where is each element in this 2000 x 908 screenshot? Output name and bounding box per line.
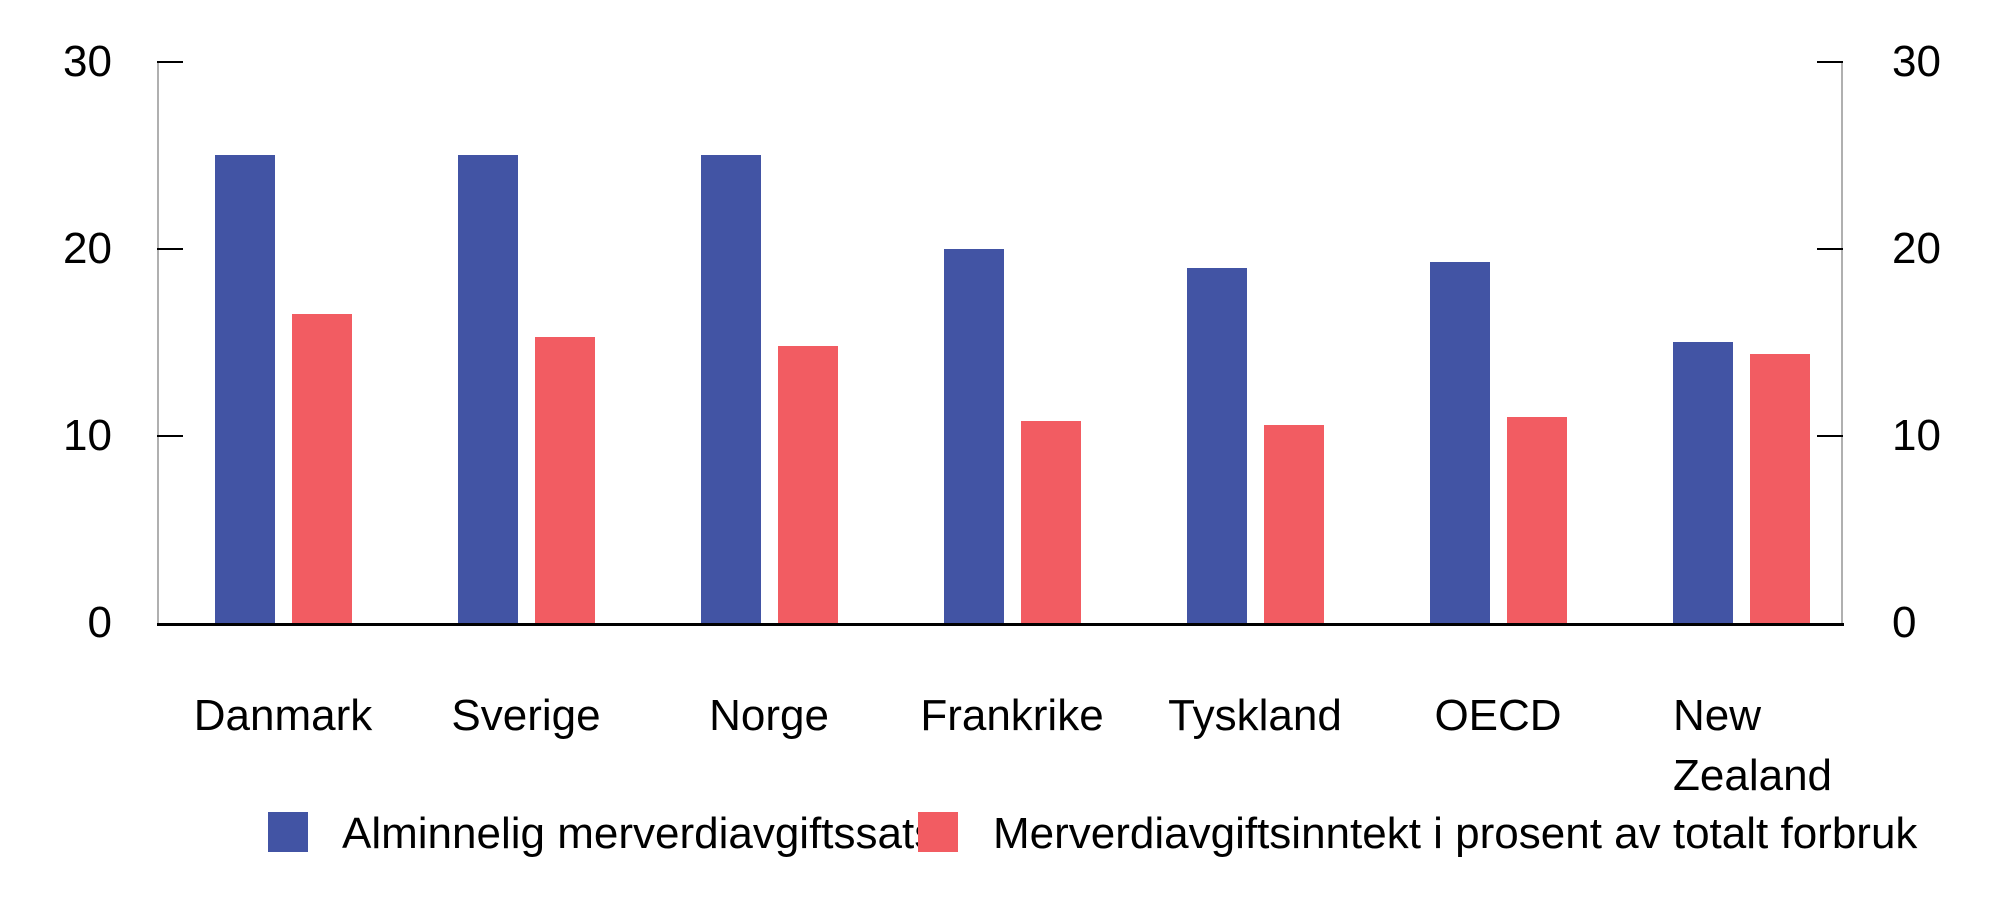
y-tick-right-20 bbox=[1817, 248, 1843, 250]
y-label-right-0: 0 bbox=[1892, 598, 1917, 647]
bar-danmark-inntekt bbox=[292, 314, 352, 623]
y-label-right-30: 30 bbox=[1892, 37, 1941, 86]
category-label-sverige: Sverige bbox=[451, 691, 601, 740]
bar-oecd-inntekt bbox=[1507, 417, 1567, 623]
category-label-norge: Norge bbox=[709, 691, 829, 740]
bar-frankrike-sats bbox=[944, 249, 1004, 623]
y-label-left-0: 0 bbox=[87, 598, 112, 647]
right-y-axis-line bbox=[1841, 62, 1843, 625]
category-label-new-zealand: New Zealand bbox=[1673, 691, 1833, 800]
y-tick-right-30 bbox=[1817, 61, 1843, 63]
bar-new-zealand-inntekt bbox=[1750, 354, 1810, 623]
category-label-danmark: Danmark bbox=[193, 691, 373, 740]
legend-swatch-inntekt bbox=[918, 812, 958, 852]
left-y-axis-line bbox=[157, 62, 159, 625]
category-label-tyskland: Tyskland bbox=[1168, 691, 1342, 740]
bar-sverige-inntekt bbox=[535, 337, 595, 623]
y-tick-left-30 bbox=[157, 61, 183, 63]
bar-sverige-sats bbox=[458, 155, 518, 623]
bar-tyskland-inntekt bbox=[1264, 425, 1324, 623]
bar-tyskland-sats bbox=[1187, 268, 1247, 623]
y-label-left-30: 30 bbox=[63, 37, 112, 86]
y-tick-right-10 bbox=[1817, 435, 1843, 437]
bar-new-zealand-sats bbox=[1673, 342, 1733, 623]
bar-norge-inntekt bbox=[778, 346, 838, 623]
legend-label-inntekt: Merverdiavgiftsinntekt i prosent av tota… bbox=[993, 809, 1918, 858]
y-label-left-20: 20 bbox=[63, 224, 112, 273]
y-label-right-20: 20 bbox=[1892, 224, 1941, 273]
bar-danmark-sats bbox=[215, 155, 275, 623]
bar-frankrike-inntekt bbox=[1021, 421, 1081, 623]
category-label-oecd: OECD bbox=[1434, 691, 1562, 740]
x-axis-baseline bbox=[157, 623, 1844, 626]
bar-oecd-sats bbox=[1430, 262, 1490, 623]
y-label-left-10: 10 bbox=[63, 411, 112, 460]
legend-label-sats: Alminnelig merverdiavgiftssats bbox=[342, 809, 937, 858]
y-tick-left-20 bbox=[157, 248, 183, 250]
legend-swatch-sats bbox=[268, 812, 308, 852]
y-tick-left-10 bbox=[157, 435, 183, 437]
y-label-right-10: 10 bbox=[1892, 411, 1941, 460]
bar-norge-sats bbox=[701, 155, 761, 623]
category-label-frankrike: Frankrike bbox=[920, 691, 1104, 740]
